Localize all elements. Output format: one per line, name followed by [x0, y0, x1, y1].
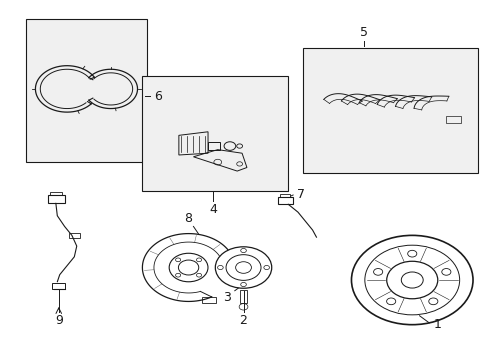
Circle shape: [351, 235, 472, 325]
Bar: [446, 116, 460, 123]
Text: 4: 4: [208, 203, 216, 216]
Bar: [207, 143, 220, 150]
Bar: [239, 290, 247, 302]
Text: 9: 9: [55, 314, 62, 327]
Text: 3: 3: [223, 292, 230, 305]
Bar: [47, 195, 64, 203]
Bar: [142, 76, 287, 191]
Circle shape: [215, 247, 271, 288]
Bar: [302, 48, 477, 173]
Text: 2: 2: [239, 314, 247, 327]
Circle shape: [386, 261, 437, 299]
Text: 6: 6: [154, 90, 162, 103]
Bar: [52, 283, 64, 289]
Bar: [279, 194, 289, 197]
Text: 7: 7: [296, 188, 305, 201]
Text: 5: 5: [359, 26, 367, 39]
Bar: [277, 197, 292, 204]
Bar: [69, 233, 80, 238]
Text: 8: 8: [184, 212, 192, 225]
Text: 1: 1: [433, 318, 441, 331]
Bar: [50, 192, 62, 195]
Bar: [26, 19, 147, 162]
Circle shape: [169, 253, 207, 282]
